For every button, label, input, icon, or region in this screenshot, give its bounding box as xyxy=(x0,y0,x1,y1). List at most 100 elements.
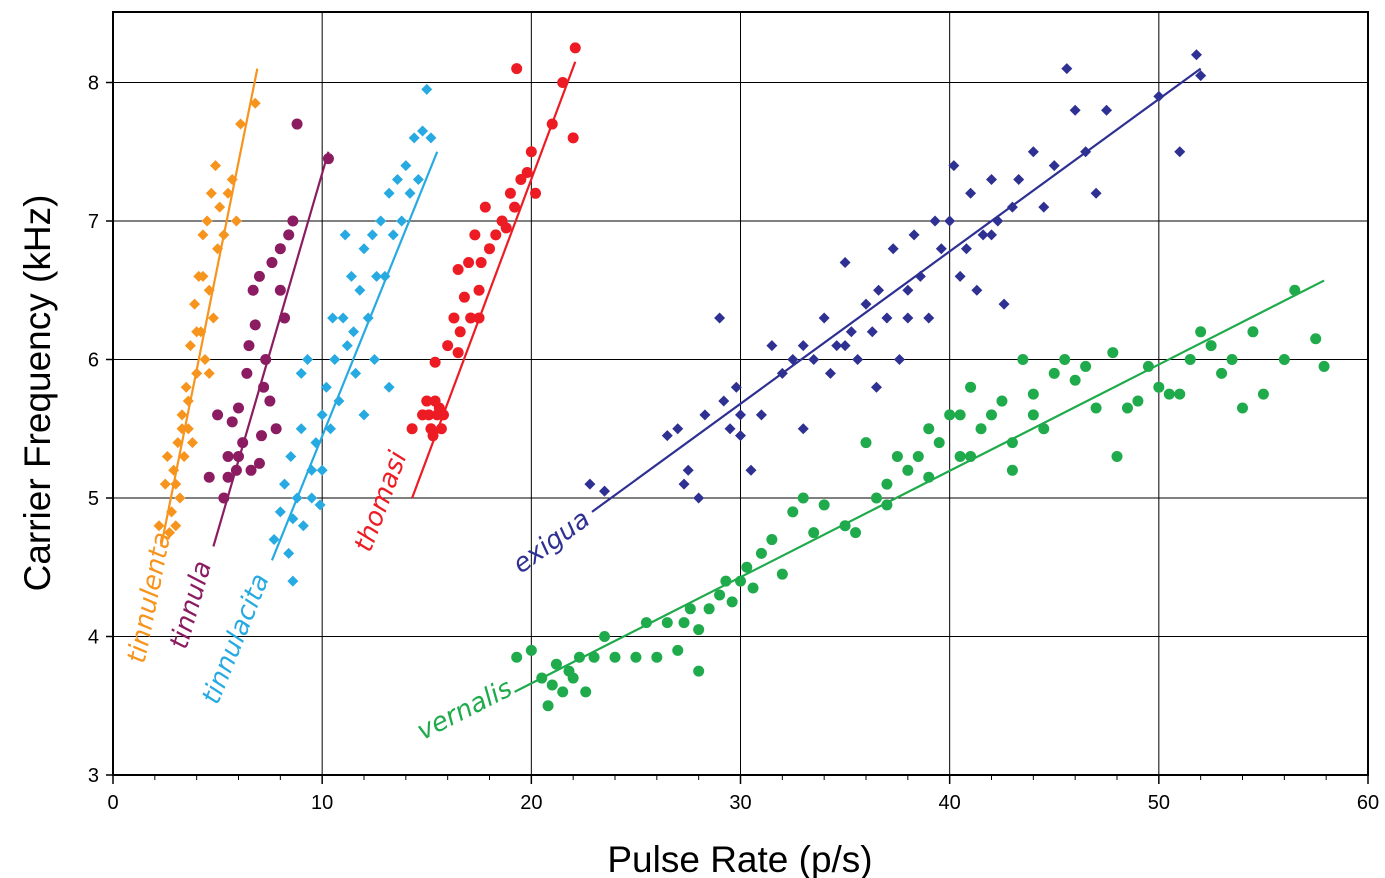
tinnulacita-point xyxy=(371,270,383,282)
tinnula-point xyxy=(253,457,265,469)
thomasi-point xyxy=(490,229,502,241)
tinnulenta-point xyxy=(201,215,213,227)
tinnulacita-point xyxy=(417,125,429,137)
tinnulacita-point xyxy=(329,354,341,365)
exigua-point xyxy=(971,284,983,296)
exigua-point xyxy=(1006,201,1018,213)
exigua-point xyxy=(699,409,711,421)
vernalis-point xyxy=(860,437,872,449)
exigua-point xyxy=(661,430,673,442)
tinnulenta-point xyxy=(170,478,182,490)
tinnulacita-point xyxy=(333,395,345,407)
vernalis-point xyxy=(672,644,684,656)
vernalis-point xyxy=(542,700,554,712)
exigua-point xyxy=(776,367,788,379)
y-tick-label: 4 xyxy=(88,627,99,649)
exigua-point xyxy=(1153,90,1165,102)
tinnulacita-point xyxy=(316,409,328,421)
tinnulacita-point xyxy=(354,284,366,296)
vernalis-point xyxy=(747,582,759,594)
tinnula-point xyxy=(233,402,244,414)
tinnulenta-point xyxy=(197,270,209,282)
vernalis-point xyxy=(1257,388,1269,400)
tinnulacita-point xyxy=(350,367,362,379)
exigua-point xyxy=(818,312,830,324)
y-tick-label: 3 xyxy=(88,765,99,787)
exigua-point xyxy=(678,478,690,490)
tinnulenta-point xyxy=(161,450,173,462)
vernalis-point xyxy=(684,603,696,615)
exigua-point xyxy=(584,478,596,490)
tinnulacita-point xyxy=(358,409,370,421)
tinnulenta-point xyxy=(184,340,196,352)
vernalis-fit-line xyxy=(514,279,1325,693)
vernalis-point xyxy=(1142,360,1154,372)
thomasi-point xyxy=(567,132,579,144)
exigua-point xyxy=(965,187,977,199)
tinnula-point xyxy=(283,229,295,241)
tinnula-point xyxy=(266,257,278,269)
exigua-point xyxy=(977,229,989,241)
vernalis-point xyxy=(1111,450,1123,462)
tinnulenta-point xyxy=(172,437,184,449)
tinnulacita-point xyxy=(327,312,339,324)
vernalis-point xyxy=(640,617,652,629)
vernalis-point xyxy=(546,679,558,691)
tinnulacita-point xyxy=(368,354,380,365)
vernalis-point xyxy=(714,589,726,601)
tinnulenta-point xyxy=(205,187,217,199)
tinnulacita-point xyxy=(287,513,299,525)
tinnulenta-point xyxy=(222,187,234,199)
tinnulacita-point xyxy=(400,160,412,172)
thomasi-point xyxy=(423,409,435,421)
exigua-fit-line xyxy=(591,67,1202,513)
y-tick-label: 6 xyxy=(88,350,99,372)
x-tick-label: 20 xyxy=(520,792,542,814)
vernalis-point xyxy=(881,478,893,490)
vernalis-point xyxy=(965,381,977,393)
exigua-point xyxy=(730,381,742,393)
tinnulenta-point xyxy=(189,298,201,310)
exigua-point xyxy=(1101,104,1113,116)
tinnulacita-point xyxy=(366,229,378,241)
tinnulenta-point xyxy=(153,520,165,532)
tinnulenta-point xyxy=(203,284,215,296)
exigua-point xyxy=(929,215,941,227)
thomasi-point xyxy=(442,340,454,352)
vernalis-point xyxy=(567,672,579,684)
vernalis-point xyxy=(1174,388,1186,400)
tinnulenta-point xyxy=(174,492,186,504)
vernalis-point xyxy=(1247,326,1259,338)
vernalis-point xyxy=(1121,402,1133,414)
x-tick-label: 50 xyxy=(1148,792,1170,814)
thomasi-point xyxy=(465,312,477,324)
tinnula-point xyxy=(258,381,270,393)
thomasi-point xyxy=(521,167,533,179)
tinnulacita-point xyxy=(306,464,318,476)
vernalis-point xyxy=(766,534,778,546)
vernalis-point xyxy=(755,547,767,559)
thomasi-label: thomasi xyxy=(349,447,414,556)
tinnula-point xyxy=(243,340,255,352)
tinnula-point xyxy=(260,354,272,365)
exigua-point xyxy=(1190,49,1202,61)
vernalis-point xyxy=(1027,409,1039,421)
exigua-point xyxy=(887,243,899,255)
vernalis-point xyxy=(1163,388,1175,400)
tinnulacita-point xyxy=(379,270,391,282)
exigua-point xyxy=(1174,146,1186,158)
tinnulenta-point xyxy=(218,229,230,241)
exigua-point xyxy=(1061,63,1073,75)
tinnulenta-point xyxy=(199,354,211,365)
tinnula-point xyxy=(203,471,215,483)
thomasi-point xyxy=(473,312,485,324)
vernalis-point xyxy=(797,492,809,504)
exigua-point xyxy=(998,298,1010,310)
vernalis-point xyxy=(986,409,997,421)
exigua-point xyxy=(787,354,799,365)
vernalis-point xyxy=(525,644,537,656)
tinnula-point xyxy=(322,153,334,165)
exigua-point xyxy=(735,409,746,421)
exigua-point xyxy=(923,312,935,324)
